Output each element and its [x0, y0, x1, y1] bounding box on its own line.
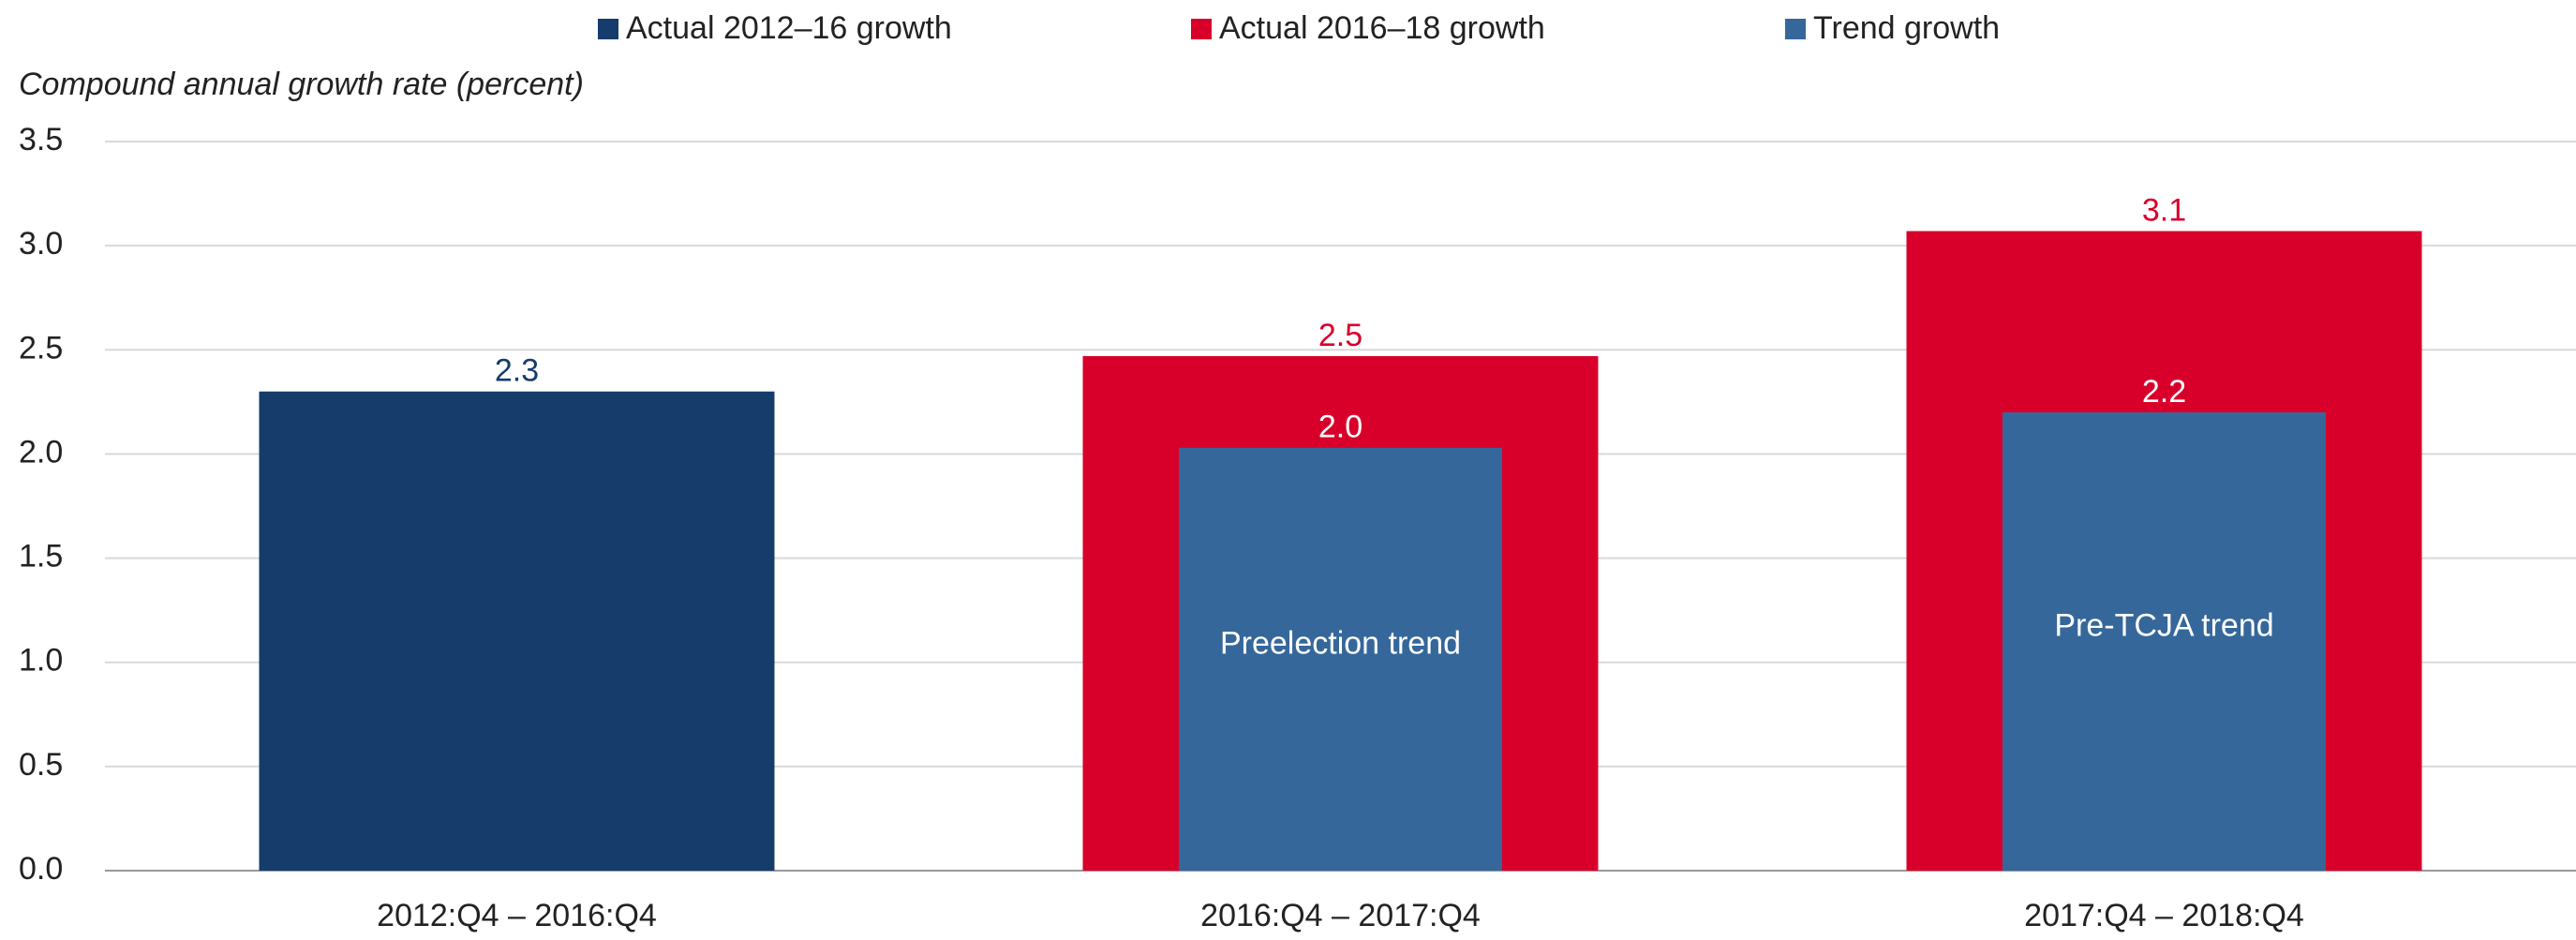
legend-swatch [1785, 19, 1806, 39]
x-tick-label: 2012:Q4 – 2016:Q4 [377, 898, 657, 933]
x-tick-label: 2016:Q4 – 2017:Q4 [1200, 898, 1481, 933]
data-label: 2.5 [1318, 318, 1362, 353]
y-tick-label: 0.5 [19, 747, 63, 783]
data-label: 2.2 [2142, 374, 2186, 410]
data-label: 2.3 [495, 353, 539, 389]
y-tick-label: 1.5 [19, 539, 63, 574]
y-tick-label: 3.5 [19, 122, 63, 157]
legend-swatch [598, 19, 618, 39]
y-tick-label: 2.0 [19, 434, 63, 470]
annotation: Pre-TCJA trend [2054, 607, 2273, 643]
bar [1179, 447, 1502, 871]
y-tick-label: 1.0 [19, 643, 63, 679]
y-axis-label: Compound annual growth rate (percent) [19, 67, 584, 102]
y-tick-label: 0.0 [19, 851, 63, 887]
legend-label: Actual 2012–16 growth [626, 10, 952, 46]
annotation: Preelection trend [1220, 625, 1461, 661]
legend-swatch [1191, 19, 1212, 39]
y-tick-label: 2.5 [19, 330, 63, 366]
y-tick-label: 3.0 [19, 226, 63, 261]
data-label: 2.0 [1318, 410, 1362, 445]
legend-label: Actual 2016–18 growth [1219, 10, 1545, 46]
legend-label: Trend growth [1813, 10, 2000, 46]
x-tick-label: 2017:Q4 – 2018:Q4 [2024, 898, 2304, 933]
data-label: 3.1 [2142, 193, 2186, 229]
bar [2003, 411, 2326, 871]
bar [259, 391, 775, 871]
